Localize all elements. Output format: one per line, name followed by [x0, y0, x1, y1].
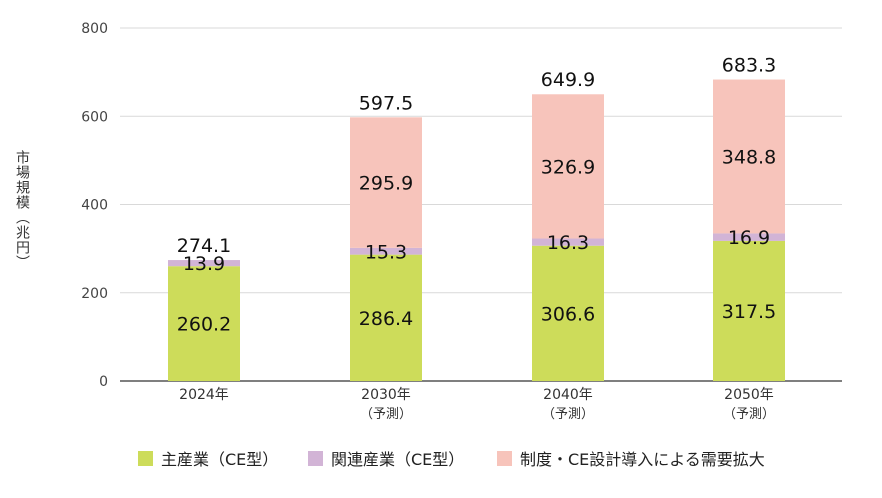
data-label-main: 286.4: [359, 308, 413, 330]
total-label: 683.3: [722, 54, 776, 76]
data-label-related: 15.3: [365, 241, 407, 263]
y-tick-label: 0: [99, 374, 108, 390]
x-tick-sublabel: （予測）: [542, 407, 594, 422]
legend-label-demand-expansion: 制度・CE設計導入による需要拡大: [520, 450, 765, 469]
legend-label-related-industry: 関連産業（CE型）: [331, 450, 465, 469]
data-label-main: 306.6: [541, 303, 595, 325]
legend-swatch-main-industry: [138, 450, 153, 466]
total-label: 597.5: [359, 92, 413, 114]
bar-segment: [713, 233, 785, 241]
y-tick-label: 600: [81, 109, 108, 125]
bar-segment: [713, 240, 785, 381]
stacked-bar-chart: 0 200 400 600 800 2024年 274.1 260.2 13.9 2030年 （予測…: [81, 21, 842, 422]
bar-segment: [168, 266, 240, 381]
data-label-demand: 295.9: [359, 173, 413, 195]
y-axis-title: 市場規模（兆円）: [14, 150, 30, 270]
data-label-related: 16.3: [547, 232, 589, 254]
data-label-related: 16.9: [728, 227, 770, 249]
x-tick-label: 2024年: [179, 387, 229, 403]
data-label-demand: 348.8: [722, 146, 776, 168]
data-label-main: 317.5: [722, 301, 776, 323]
total-label: 649.9: [541, 69, 595, 91]
legend-swatch-related-industry: [308, 450, 323, 466]
x-tick-label: 2040年: [543, 387, 593, 403]
bar-segment: [350, 254, 422, 381]
bar-segment: [532, 245, 604, 381]
data-label-main: 260.2: [177, 314, 231, 336]
x-tick-label: 2050年: [724, 387, 774, 403]
y-tick-label: 800: [81, 21, 108, 37]
total-label: 274.1: [177, 235, 231, 257]
x-tick-sublabel: （予測）: [360, 407, 412, 422]
bar-segment: [532, 94, 604, 239]
data-label-demand: 326.9: [541, 156, 595, 178]
bar-segment: [350, 117, 422, 248]
data-label-related: 13.9: [183, 253, 225, 275]
legend-swatch-demand-expansion: [497, 450, 512, 466]
y-tick-label: 200: [81, 286, 108, 302]
bar-segment: [532, 238, 604, 246]
legend-item-related-industry: 関連産業（CE型）: [308, 446, 464, 470]
bar-segment: [168, 260, 240, 267]
bar-segment: [713, 79, 785, 234]
x-tick-label: 2030年: [361, 387, 411, 403]
legend-label-main-industry: 主産業（CE型）: [161, 450, 279, 469]
legend-item-demand-expansion: 制度・CE設計導入による需要拡大: [497, 446, 765, 470]
x-tick-sublabel: （予測）: [723, 407, 775, 422]
legend: 主産業（CE型） 関連産業（CE型） 制度・CE設計導入による需要拡大: [0, 446, 882, 470]
legend-item-main-industry: 主産業（CE型）: [138, 446, 278, 470]
y-tick-label: 400: [81, 198, 108, 214]
bar-segment: [350, 247, 422, 255]
